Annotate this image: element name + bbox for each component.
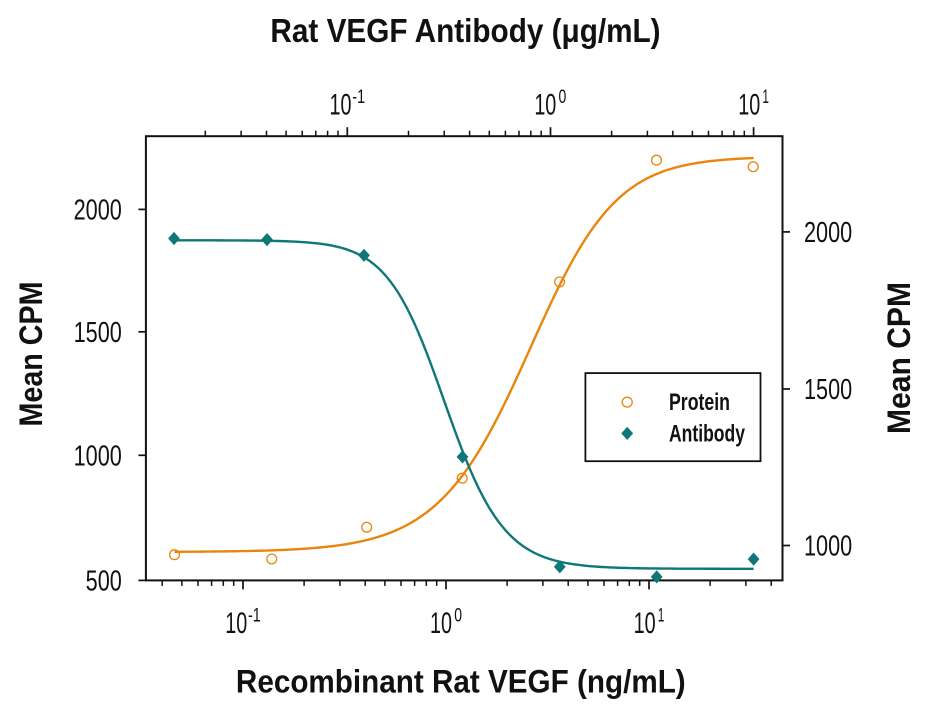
svg-text:Rat VEGF Antibody (μg/mL): Rat VEGF Antibody (μg/mL)	[270, 13, 660, 50]
svg-text:0: 0	[454, 604, 462, 626]
svg-text:1000: 1000	[74, 440, 122, 472]
svg-text:10: 10	[330, 89, 352, 122]
svg-text:2000: 2000	[804, 217, 852, 249]
svg-text:10: 10	[534, 89, 556, 122]
svg-text:1: 1	[658, 605, 665, 627]
svg-text:Mean CPM: Mean CPM	[14, 282, 50, 427]
svg-text:1000: 1000	[804, 531, 852, 563]
svg-text:Protein: Protein	[669, 390, 730, 416]
svg-text:2000: 2000	[74, 195, 122, 227]
svg-text:10: 10	[634, 607, 656, 640]
svg-text:10: 10	[430, 607, 452, 640]
svg-text:Recombinant Rat VEGF (ng/mL): Recombinant Rat VEGF (ng/mL)	[236, 663, 686, 699]
svg-text:-1: -1	[352, 85, 365, 108]
svg-text:10: 10	[738, 89, 760, 122]
svg-text:1500: 1500	[74, 317, 122, 349]
svg-text:Mean CPM: Mean CPM	[881, 282, 917, 434]
svg-text:1: 1	[762, 86, 769, 108]
svg-text:Antibody: Antibody	[669, 421, 745, 447]
svg-text:1500: 1500	[804, 374, 852, 406]
svg-text:10: 10	[225, 607, 247, 640]
svg-text:-1: -1	[248, 603, 261, 626]
svg-text:500: 500	[86, 566, 122, 598]
svg-text:0: 0	[559, 86, 567, 108]
